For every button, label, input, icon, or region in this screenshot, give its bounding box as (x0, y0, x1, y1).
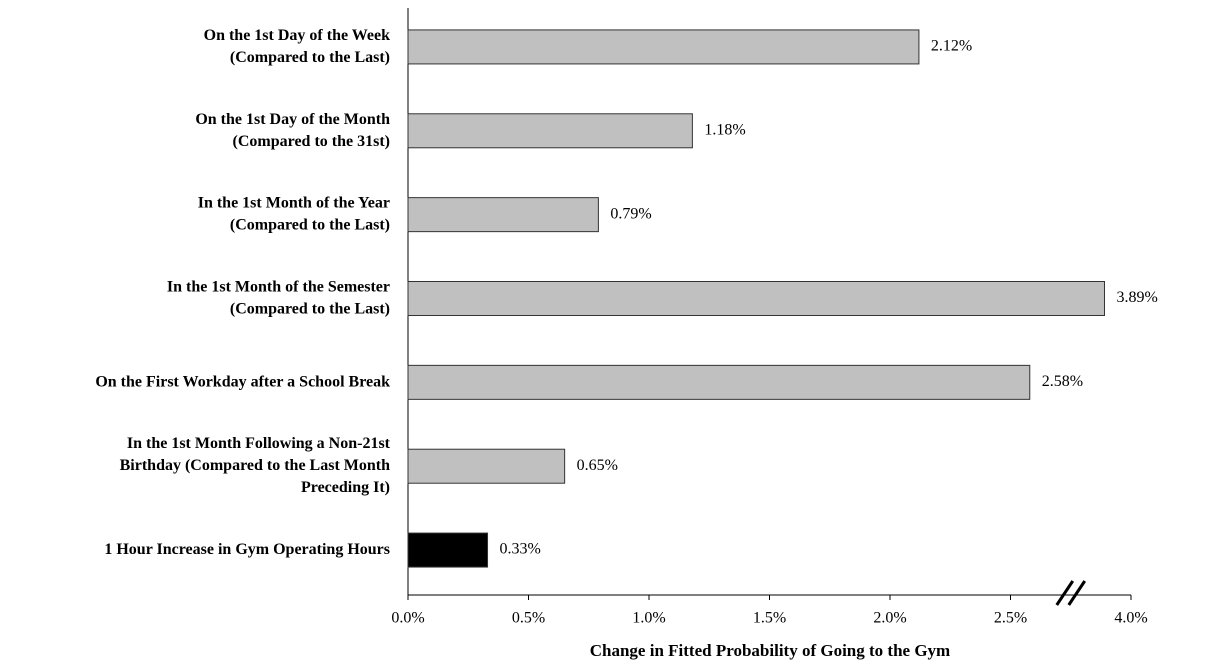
x-tick-label: 1.5% (753, 610, 786, 627)
category-label: 1 Hour Increase in Gym Operating Hours (104, 541, 390, 558)
value-label: 3.89% (1116, 289, 1157, 306)
value-label: 0.79% (610, 205, 651, 222)
x-tick-label: 1.0% (632, 610, 665, 627)
category-label-line: In the 1st Month of the Semester (167, 278, 390, 295)
bar (407, 113, 693, 149)
category-label: On the First Workday after a School Brea… (95, 373, 390, 390)
category-label-line: On the 1st Day of the Week (204, 27, 390, 44)
bar (407, 364, 1031, 400)
x-tick-label: 2.0% (873, 610, 906, 627)
category-label-line: 1 Hour Increase in Gym Operating Hours (104, 541, 390, 558)
bar (407, 29, 920, 65)
value-label: 0.65% (577, 457, 618, 474)
value-label: 2.58% (1042, 373, 1083, 390)
bar (407, 532, 489, 568)
category-label-line: Birthday (Compared to the Last Month (120, 457, 390, 474)
category-label-line: In the 1st Month Following a Non-21st (127, 435, 391, 452)
axis-break-mark (1055, 580, 1074, 606)
category-label-line: In the 1st Month of the Year (198, 194, 390, 211)
bar (407, 281, 1105, 316)
bar (407, 197, 599, 233)
category-label: In the 1st Month Following a Non-21st Bir… (120, 435, 391, 496)
x-tick-label: 4.0% (1114, 610, 1147, 627)
category-label-line: On the 1st Day of the Month (195, 110, 390, 127)
x-tick-label: 0.0% (391, 610, 424, 627)
category-label: On the 1st Day of the Month (Compared to … (195, 110, 390, 149)
value-label: 2.12% (931, 38, 972, 55)
category-label: In the 1st Month of the Year (Compared to… (198, 194, 390, 233)
category-label-line: (Compared to the Last) (230, 216, 390, 233)
category-label-line: Preceding It) (301, 479, 390, 496)
value-label: 1.18% (704, 121, 745, 138)
category-label: On the 1st Day of the Week (Compared to t… (204, 27, 390, 66)
category-label-line: On the First Workday after a School Brea… (95, 373, 390, 390)
x-tick-label: 2.5% (994, 610, 1027, 627)
x-tick-label: 0.5% (512, 610, 545, 627)
category-label-line: (Compared to the Last) (230, 49, 390, 66)
axis-break-mark (1067, 580, 1086, 606)
bar (407, 448, 566, 484)
category-label-line: (Compared to the 31st) (233, 132, 390, 149)
value-label: 0.33% (500, 541, 541, 558)
category-label: In the 1st Month of the Semester (Compare… (167, 278, 390, 317)
category-label-line: (Compared to the Last) (230, 300, 390, 317)
x-axis-title: Change in Fitted Probability of Going to… (590, 641, 950, 660)
